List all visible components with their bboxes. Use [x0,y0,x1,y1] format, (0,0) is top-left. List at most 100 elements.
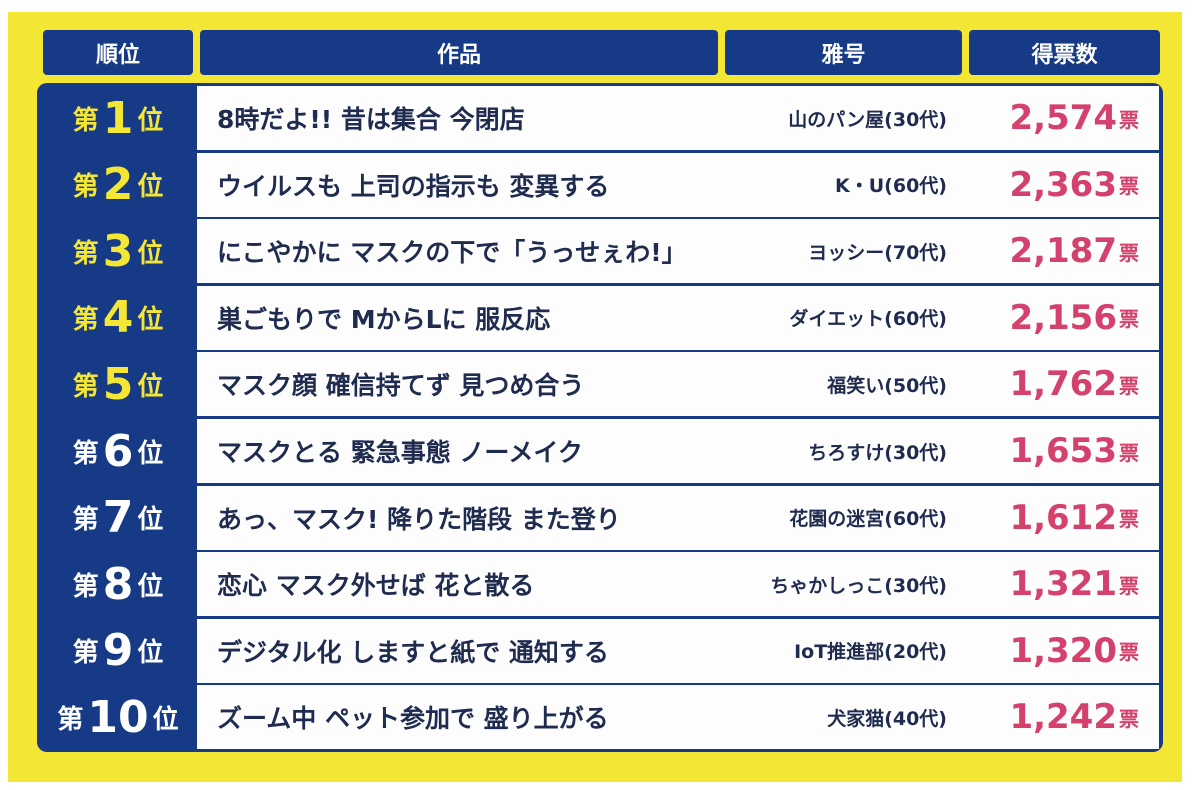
table-row: 第 8 位 恋心 マスク外せば 花と散る ちゃかしっこ(30代) 1,321 票 [37,552,1163,617]
rank-suffix: 位 [137,505,164,536]
vote-number: 2,187 [1009,231,1117,272]
rank-prefix: 第 [72,438,99,469]
rank-number: 2 [102,159,134,211]
vote-unit: 票 [1119,440,1139,465]
row-cell: マスク顔 確信持てず 見つめ合う 福笑い(50代) 1,762 票 [197,352,1159,417]
work-text: ウイルスも 上司の指示も 変異する [217,171,610,201]
rank-suffix: 位 [137,638,164,669]
rank-number: 9 [102,625,134,677]
row-cell: ズーム中 ペット参加で 盛り上がる 犬家猫(40代) 1,242 票 [197,685,1159,750]
vote-unit: 票 [1119,174,1139,199]
rank-label: 第 5 位 [43,352,193,416]
vote-number: 1,612 [1009,497,1117,538]
rank-prefix: 第 [72,238,99,269]
vote-number: 1,653 [1009,431,1117,471]
table-row: 第 6 位 マスクとる 緊急事態 ノーメイク ちろすけ(30代) 1,653 票 [37,419,1163,483]
vote-unit: 票 [1119,373,1139,398]
row-cell: デジタル化 しますと紙で 通知する IoT推進部(20代) 1,320 票 [197,618,1159,683]
vote-count: 2,156 票 [1009,286,1139,350]
table-row: 第 10 位 ズーム中 ペット参加で 盛り上がる 犬家猫(40代) 1,242 票 [37,685,1163,750]
table-row: 第 7 位 あっ、マスク! 降りた階段 また登り 花園の迷宮(60代) 1,61… [37,485,1163,550]
table-row: 第 2 位 ウイルスも 上司の指示も 変異する K・U(60代) 2,363 票 [37,152,1163,217]
table-row: 第 4 位 巣ごもりで MからLに 服反応 ダイエット(60代) 2,156 票 [37,285,1163,350]
rank-label: 第 3 位 [43,219,193,283]
rank-suffix: 位 [152,704,179,735]
rank-label: 第 2 位 [43,153,193,217]
vote-unit: 票 [1119,640,1139,665]
vote-count: 1,612 票 [1009,486,1139,550]
rank-number: 6 [102,425,134,477]
rank-suffix: 位 [137,571,164,602]
row-cell: マスクとる 緊急事態 ノーメイク ちろすけ(30代) 1,653 票 [197,419,1159,483]
rank-number: 10 [87,691,149,743]
pen-name: K・U(60代) [835,175,947,198]
row-cell: 8時だよ!! 昔は集合 今閉店 山のパン屋(30代) 2,574 票 [197,86,1159,150]
vote-unit: 票 [1119,107,1139,132]
rank-number: 7 [102,492,134,544]
rank-prefix: 第 [72,571,99,602]
vote-unit: 票 [1119,240,1139,265]
rank-label: 第 9 位 [43,619,193,683]
vote-count: 1,762 票 [1009,352,1139,416]
work-text: ズーム中 ペット参加で 盛り上がる [217,704,609,734]
work-text: 8時だよ!! 昔は集合 今閉店 [217,105,525,134]
rank-label: 第 4 位 [43,286,193,350]
rank-suffix: 位 [137,305,164,336]
vote-count: 2,574 票 [1009,86,1139,150]
row-cell: ウイルスも 上司の指示も 変異する K・U(60代) 2,363 票 [197,152,1159,217]
rank-suffix: 位 [137,105,164,136]
vote-number: 1,242 [1009,697,1117,738]
row-cell: 恋心 マスク外せば 花と散る ちゃかしっこ(30代) 1,321 票 [197,552,1159,617]
pen-name: ダイエット(60代) [789,308,947,331]
work-text: あっ、マスク! 降りた階段 また登り [217,504,621,534]
work-text: マスクとる 緊急事態 ノーメイク [217,438,583,467]
vote-unit: 票 [1119,307,1139,332]
pen-name: 犬家猫(40代) [827,707,947,730]
table-row: 第 1 位 8時だよ!! 昔は集合 今閉店 山のパン屋(30代) 2,574 票 [37,86,1163,150]
vote-count: 1,653 票 [1009,419,1139,483]
rank-prefix: 第 [72,305,99,336]
rank-label: 第 7 位 [43,486,193,550]
vote-unit: 票 [1119,706,1139,731]
row-cell: 巣ごもりで MからLに 服反応 ダイエット(60代) 2,156 票 [197,285,1159,350]
rank-number: 4 [102,292,134,344]
pen-name: ちろすけ(30代) [808,441,947,464]
ranking-table: 第 1 位 8時だよ!! 昔は集合 今閉店 山のパン屋(30代) 2,574 票 … [37,83,1163,752]
work-text: 恋心 マスク外せば 花と散る [217,571,535,601]
rank-prefix: 第 [72,371,99,402]
rank-number: 8 [102,558,134,610]
pen-name: ヨッシー(70代) [808,241,947,264]
vote-number: 1,321 [1009,564,1117,605]
pen-name: 福笑い(50代) [827,374,947,397]
row-cell: にこやかに マスクの下で「うっせぇわ!」 ヨッシー(70代) 2,187 票 [197,219,1159,284]
rank-suffix: 位 [137,238,164,269]
rank-number: 1 [102,92,134,144]
rank-prefix: 第 [57,704,84,735]
header-rank: 順位 [43,30,193,75]
rank-number: 5 [102,358,134,410]
rank-suffix: 位 [137,371,164,402]
vote-unit: 票 [1119,573,1139,598]
work-text: マスク顔 確信持てず 見つめ合う [217,371,585,401]
rank-prefix: 第 [72,105,99,136]
vote-count: 1,242 票 [1009,685,1139,749]
vote-number: 1,762 [1009,364,1117,405]
rank-suffix: 位 [137,172,164,203]
row-cell: あっ、マスク! 降りた階段 また登り 花園の迷宮(60代) 1,612 票 [197,485,1159,550]
vote-count: 1,320 票 [1009,619,1139,683]
header-pen-name: 雅号 [725,30,962,75]
vote-number: 1,320 [1009,630,1117,671]
rank-number: 3 [102,225,134,277]
rank-label: 第 10 位 [43,685,193,749]
header-work: 作品 [200,30,718,75]
header-votes: 得票数 [969,30,1160,75]
vote-number: 2,574 [1009,98,1117,138]
rank-label: 第 6 位 [43,419,193,483]
vote-number: 2,363 [1009,164,1117,205]
work-text: 巣ごもりで MからLに 服反応 [217,304,551,334]
table-row: 第 9 位 デジタル化 しますと紙で 通知する IoT推進部(20代) 1,32… [37,618,1163,683]
work-text: にこやかに マスクの下で「うっせぇわ!」 [217,238,687,268]
rank-label: 第 8 位 [43,552,193,616]
table-row: 第 5 位 マスク顔 確信持てず 見つめ合う 福笑い(50代) 1,762 票 [37,352,1163,417]
vote-number: 2,156 [1009,297,1117,338]
